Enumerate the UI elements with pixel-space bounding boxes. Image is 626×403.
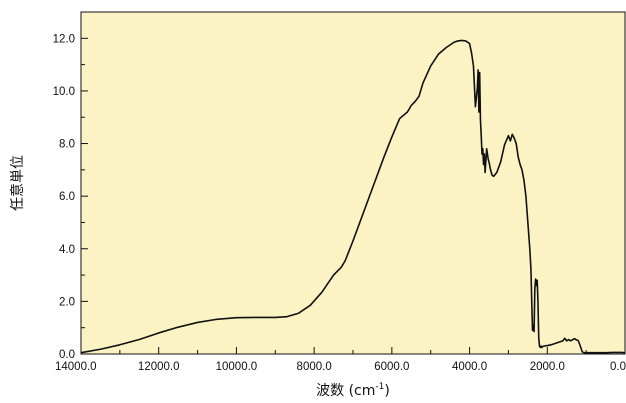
plot-area xyxy=(81,12,625,354)
spectrum-series-line xyxy=(80,39,626,354)
x-tick-label: 8000.0 xyxy=(297,361,332,373)
y-tick-label: 12.0 xyxy=(53,33,75,45)
y-tick-label: 2.0 xyxy=(59,296,75,308)
x-tick-label: 12000.0 xyxy=(138,361,180,373)
y-tick-label: 6.0 xyxy=(59,191,75,203)
y-axis-tick-labels: 0.0 2.0 4.0 6.0 8.0 10.0 12.0 xyxy=(53,33,75,361)
x-axis-title-text: 波数 (cm xyxy=(316,383,375,399)
x-tick-label: 0.0 xyxy=(610,361,626,373)
y-tick-label: 4.0 xyxy=(59,244,75,256)
y-axis-ticks xyxy=(81,37,88,355)
x-axis-tick-labels: 14000.0 12000.0 10000.0 8000.0 6000.0 4000.0 2… xyxy=(55,361,626,373)
x-tick-label: 14000.0 xyxy=(55,361,97,373)
x-axis-title-close: ) xyxy=(384,383,389,399)
y-tick-label: 10.0 xyxy=(53,86,75,98)
x-tick-label: 10000.0 xyxy=(216,361,258,373)
x-axis-title-superscript: -1 xyxy=(375,382,384,392)
x-tick-label: 2000.0 xyxy=(530,361,565,373)
y-tick-label: 8.0 xyxy=(59,139,75,151)
y-tick-label: 0.0 xyxy=(59,349,75,361)
x-tick-label: 4000.0 xyxy=(452,361,487,373)
x-tick-label: 6000.0 xyxy=(374,361,409,373)
plot-frame xyxy=(80,11,626,355)
x-axis-title: 波数 (cm-1) xyxy=(316,382,390,399)
y-axis-title: 任意単位 xyxy=(9,155,26,211)
